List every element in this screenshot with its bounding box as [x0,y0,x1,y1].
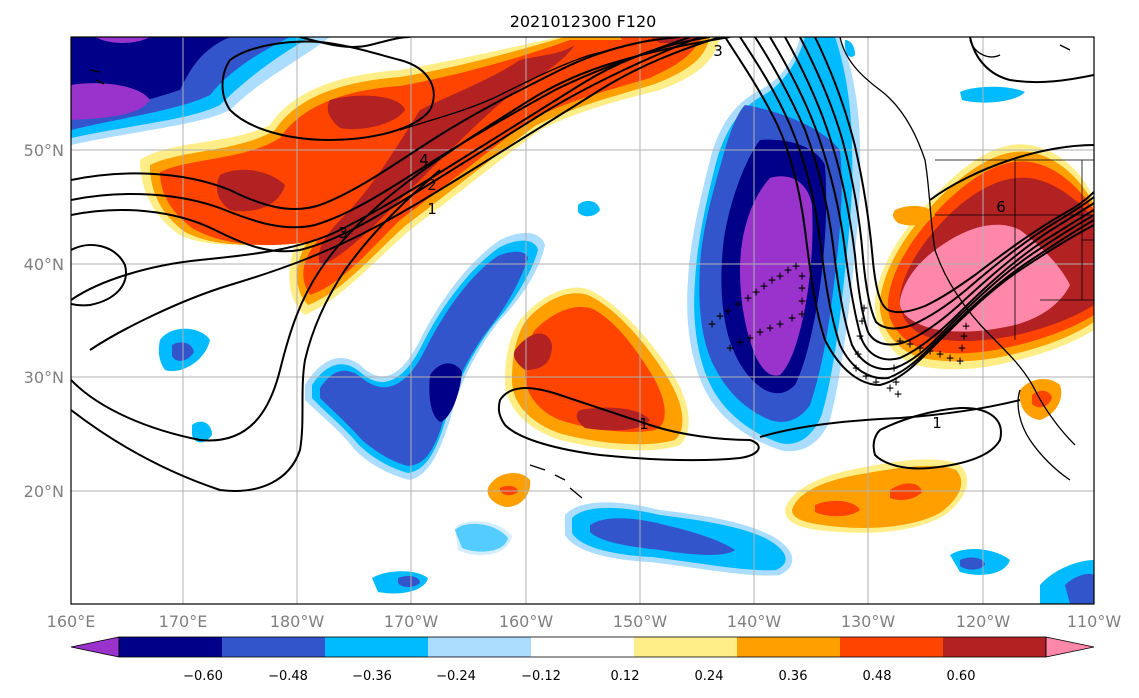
plus-marker: + [752,285,760,300]
plus-marker: + [906,337,914,352]
plus-marker: + [784,263,792,278]
map-title: 2021012300 F120 [510,12,657,31]
colorbar-tick-label: 0.36 [779,669,808,684]
lon-label: 150°W [613,612,668,631]
plus-marker: + [862,369,870,384]
plus-marker: + [916,341,924,356]
contour-labels: 3 4 2 1 3 1 1 6 [338,42,1006,433]
plus-marker: + [958,341,966,356]
plus-marker: + [858,314,866,329]
colorbar-segment [737,637,841,657]
plus-marker: + [776,317,784,332]
longitude-labels: 160°E 170°E 180°W 170°W 160°W 150°W 140°… [47,612,1122,631]
plus-marker: + [724,304,732,319]
plus-marker: + [960,329,968,344]
lon-label: 140°W [727,612,782,631]
plus-marker: + [894,387,902,402]
contour-label: 1 [427,200,437,218]
colorbar-tick-label: −0.60 [183,669,223,684]
map-frame [70,36,1095,605]
contour-label: 3 [338,224,348,242]
latitude-labels: 50°N 40°N 30°N 20°N [24,141,64,501]
contour-label: 1 [639,415,649,433]
plus-marker: + [798,281,806,296]
colorbar-tick-label: −0.24 [436,669,476,684]
lon-label: 160°W [499,612,554,631]
colorbar-extend-high [1045,636,1095,658]
lon-label: 130°W [841,612,896,631]
colorbar-segment [325,637,429,657]
plus-marker: + [946,351,954,366]
plus-marker: + [936,347,944,362]
lon-label: 180°W [270,612,325,631]
colorbar-segment [840,637,944,657]
colorbar-segment [634,637,738,657]
colorbar-segment [428,637,532,657]
map-panel: 3 4 2 1 3 1 1 6 ++ + + + + + + + + ++ + + + + + + ++++++… [71,37,1094,604]
colorbar-frame [118,636,1047,658]
shaded-field [71,37,1094,604]
colorbar-segment [119,637,223,657]
plus-marker: + [890,361,898,376]
plus-marker: + [956,354,964,369]
colorbar-segment [222,637,326,657]
plus-marker: + [788,311,796,326]
plus-marker: + [756,325,764,340]
plus-marker: + [926,344,934,359]
plus-marker: + [860,301,868,316]
significance-markers: ++ + + + + + + + + ++ + + + + + + ++++++++++ + + ++++ + + + + + +… [708,259,970,402]
colorbar-segment [531,637,635,657]
plus-marker: + [726,341,734,356]
lon-label: 170°E [159,612,208,631]
plus-marker: + [708,317,716,332]
plus-marker: + [760,279,768,294]
lat-label: 50°N [24,141,64,160]
plus-marker: + [776,269,784,284]
plus-marker: + [746,331,754,346]
colorbar-extend-low [70,636,120,658]
plus-marker: + [792,259,800,274]
lon-label: 120°W [956,612,1011,631]
colorbar-tick-label: −0.12 [521,669,561,684]
plus-marker: + [896,334,904,349]
plus-marker: + [716,309,724,324]
plus-marker: + [852,361,860,376]
plus-marker: + [766,321,774,336]
lon-label: 170°W [384,612,439,631]
colorbar-tick-label: −0.36 [352,669,392,684]
contour-label: 3 [713,42,723,60]
plus-marker: + [798,294,806,309]
plus-marker: + [734,297,742,312]
lon-label: 110°W [1067,612,1122,631]
plus-marker: + [768,273,776,288]
colorbar-tick-label: −0.48 [268,669,308,684]
colorbar-labels: −0.60 −0.48 −0.36 −0.24 −0.12 0.12 0.24 … [183,669,975,684]
lat-label: 20°N [24,482,64,501]
plus-marker: + [886,381,894,396]
colorbar-tick-label: 0.12 [611,669,640,684]
plus-marker: + [856,329,864,344]
plus-marker: + [798,269,806,284]
contour-label: 4 [419,151,429,169]
lat-label: 40°N [24,255,64,274]
contour-label: 2 [427,176,437,194]
colorbar-tick-label: 0.48 [863,669,892,684]
colorbar-segment [943,637,1047,657]
contour-label: 1 [932,414,942,432]
plus-marker: + [962,319,970,334]
contour-label: 6 [996,198,1006,216]
lon-label: 160°E [47,612,96,631]
plus-marker: + [736,335,744,350]
plus-marker: + [798,307,806,322]
plus-marker: + [854,347,862,362]
colorbar [70,636,1095,658]
colorbar-tick-label: 0.60 [947,669,976,684]
plus-marker: + [744,291,752,306]
lat-label: 30°N [24,368,64,387]
plus-marker: + [892,375,900,390]
contours [71,37,1094,492]
colorbar-tick-label: 0.24 [695,669,724,684]
plus-marker: + [872,375,880,390]
